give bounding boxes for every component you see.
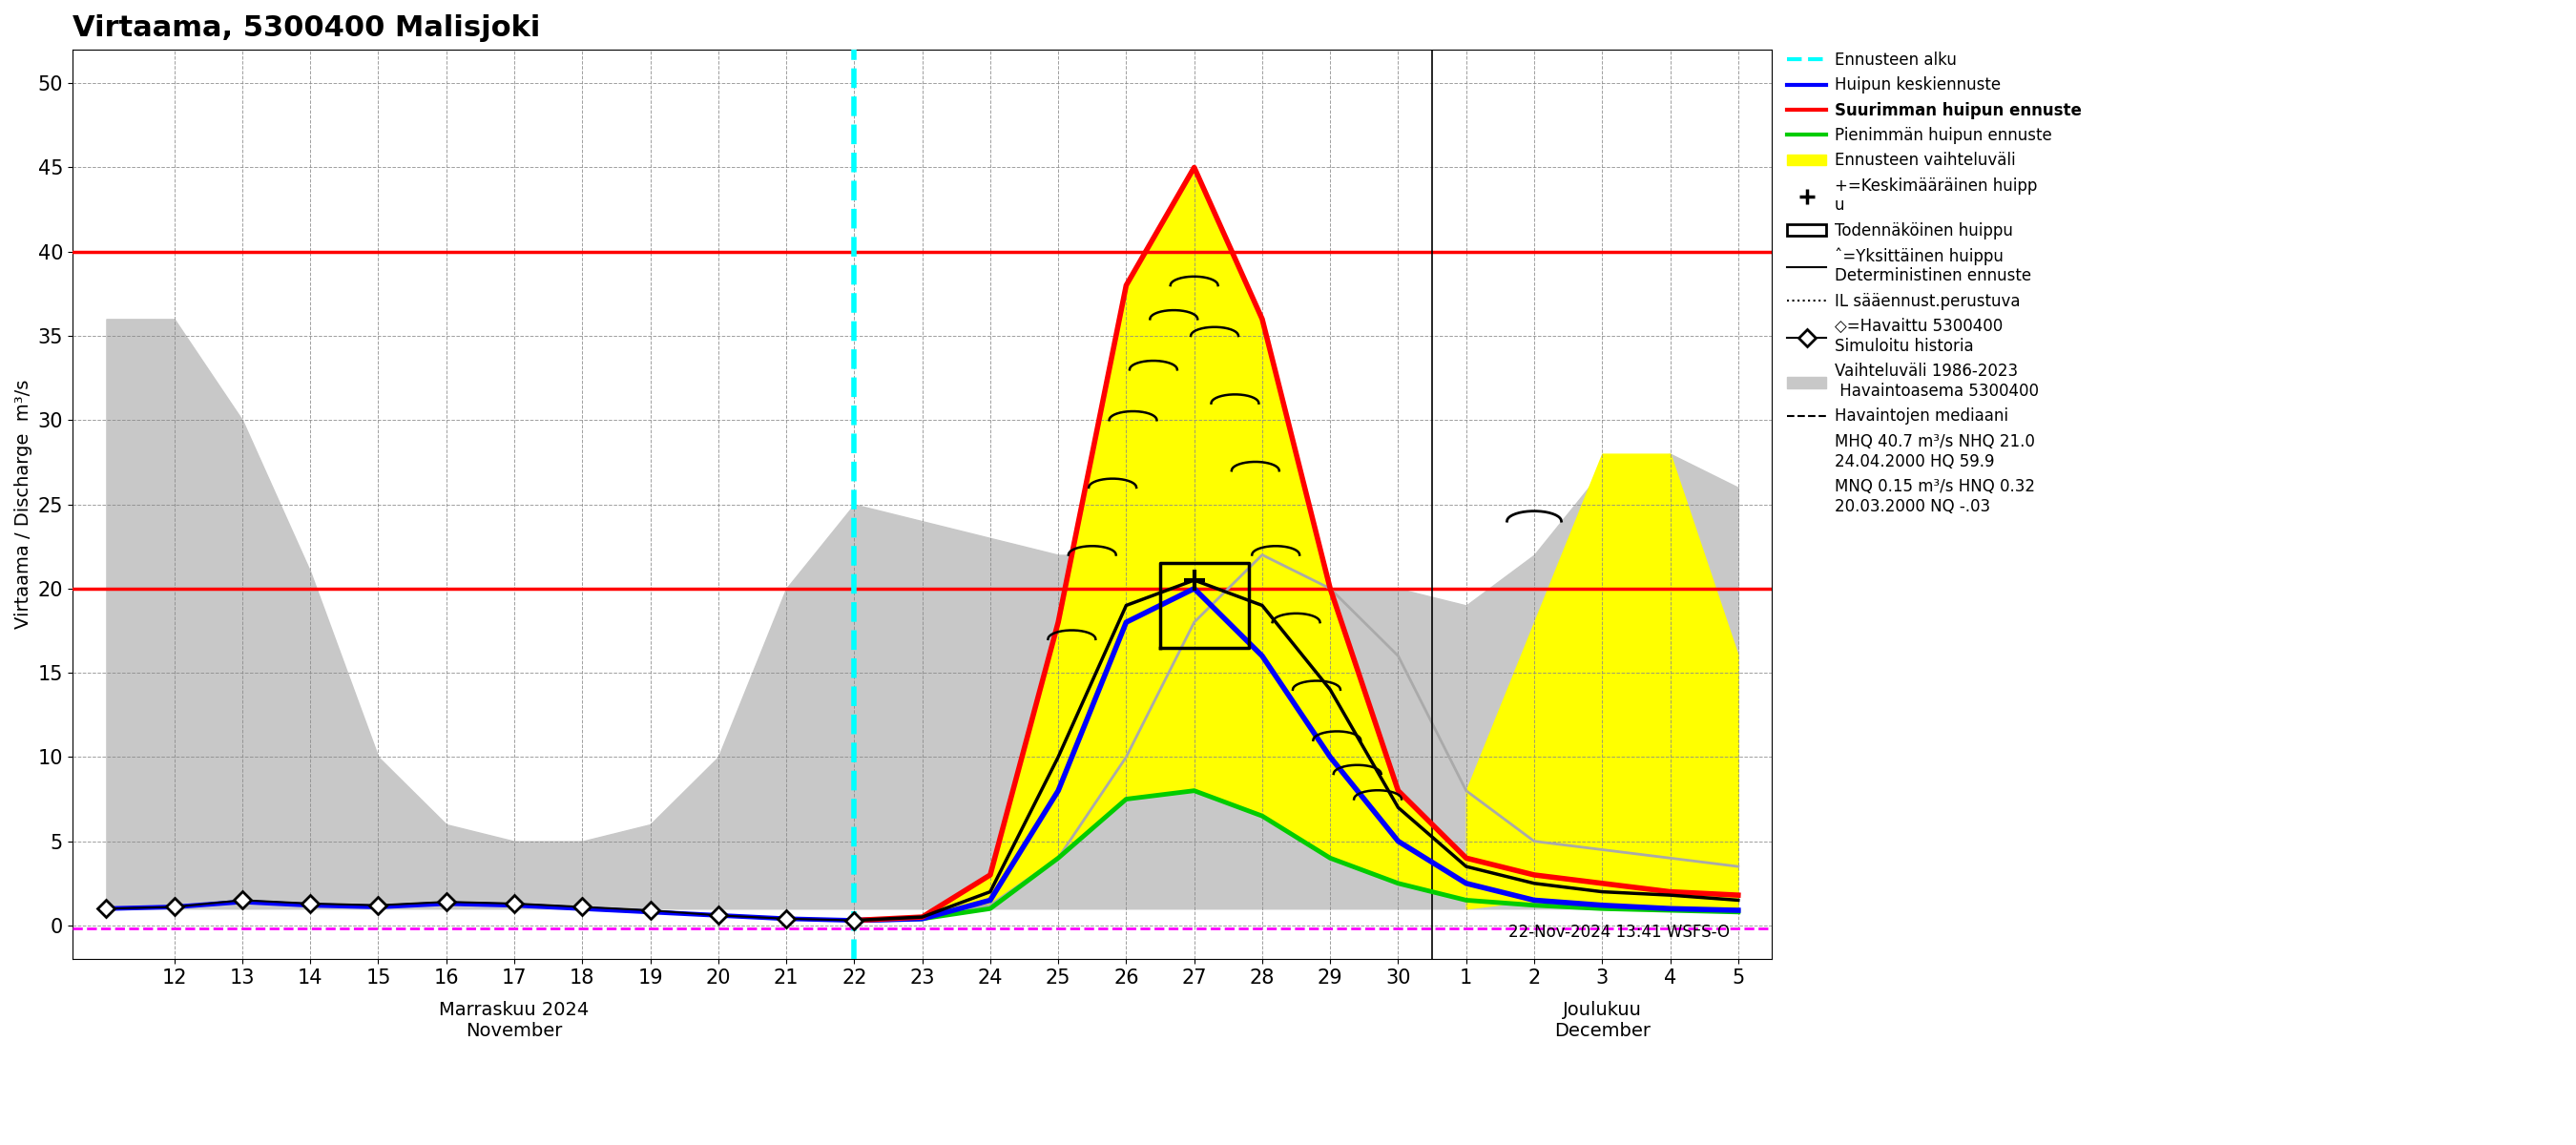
Y-axis label: Virtaama / Discharge  m³/s: Virtaama / Discharge m³/s <box>15 380 33 629</box>
Legend: Ennusteen alku, Huipun keskiennuste, Suurimman huipun ennuste, Pienimmän huipun : Ennusteen alku, Huipun keskiennuste, Suu… <box>1783 48 2084 518</box>
Text: Joulukuu
December: Joulukuu December <box>1553 1001 1651 1041</box>
Text: Virtaama, 5300400 Malisjoki: Virtaama, 5300400 Malisjoki <box>72 14 541 42</box>
Text: 22-Nov-2024 13:41 WSFS-O: 22-Nov-2024 13:41 WSFS-O <box>1510 924 1728 941</box>
Text: Marraskuu 2024
November: Marraskuu 2024 November <box>440 1001 590 1041</box>
